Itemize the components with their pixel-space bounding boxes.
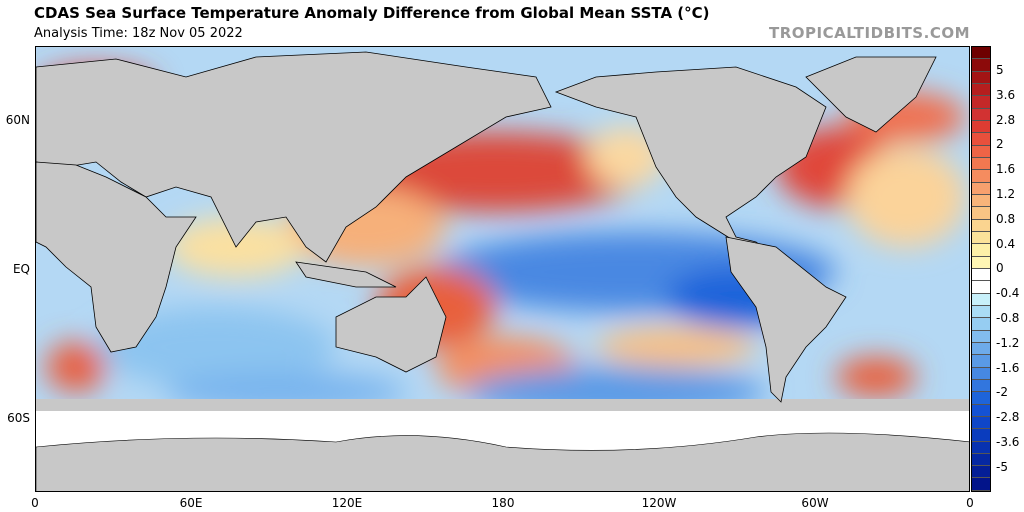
land-greenland (805, 56, 937, 133)
colorbar-label: 1.6 (996, 162, 1016, 177)
colorbar-bin (972, 268, 990, 282)
colorbar-label: 0.4 (996, 236, 1016, 251)
colorbar-bin (972, 157, 990, 171)
colorbar-label: 2.8 (996, 112, 1016, 127)
colorbar-label: 1.2 (996, 187, 1016, 201)
colorbar-bin (972, 219, 990, 232)
colorbar-bin (972, 145, 990, 158)
land-australia (335, 276, 447, 373)
colorbar-bin (972, 244, 990, 257)
colorbar-bin (972, 379, 990, 393)
colorbar-bin (972, 207, 990, 220)
x-label-60e: 60E (179, 496, 203, 510)
colorbar-bin (972, 71, 990, 84)
land (36, 51, 937, 403)
chart-title: CDAS Sea Surface Temperature Anomaly Dif… (34, 4, 710, 22)
x-label-60w: 60W (801, 496, 829, 510)
colorbar-label: 5 (996, 63, 1004, 77)
sea-ice-edge (36, 399, 969, 411)
colorbar-bin (972, 83, 990, 97)
y-label-60n: 60N (5, 113, 30, 127)
colorbar-bin (972, 133, 990, 146)
colorbar-label: 2 (996, 137, 1004, 152)
land-africa (36, 161, 197, 353)
colorbar-bin (972, 318, 990, 331)
colorbar-bin (972, 256, 990, 269)
colorbar-bin (972, 281, 990, 294)
colorbar-bin (972, 392, 990, 405)
colorbar-label: -2.8 (996, 410, 1020, 425)
colorbar-label: 0 (996, 261, 1004, 276)
colorbar-bin (972, 108, 990, 121)
colorbar-bin (972, 293, 990, 306)
colorbar-label: -0.4 (996, 286, 1020, 301)
colorbar-bin (972, 182, 990, 195)
x-label-0: 0 (31, 496, 39, 510)
colorbar-bin (972, 342, 990, 356)
y-label-60s: 60S (7, 411, 30, 425)
land-antarctica (36, 432, 969, 491)
land-north-america (554, 66, 827, 258)
colorbar-label: -2 (996, 385, 1008, 400)
land-south-america (725, 236, 847, 403)
colorbar-bin (972, 466, 990, 479)
colorbar (971, 46, 991, 492)
colorbar-bin (972, 429, 990, 442)
colorbar-bin (972, 453, 990, 467)
colorbar-bin (972, 441, 990, 454)
colorbar-bin (972, 231, 990, 245)
colorbar-label: 0.8 (996, 211, 1016, 226)
colorbar-bin (972, 367, 990, 380)
x-label-180: 180 (491, 496, 515, 510)
sst-anomaly-map (35, 46, 970, 492)
x-label-120w: 120W (641, 496, 677, 510)
colorbar-label: -5 (996, 459, 1008, 474)
colorbar-bin (972, 478, 990, 491)
colorbar-bin (972, 355, 990, 368)
colorbar-label: -1.2 (996, 335, 1020, 350)
colorbar-label: -1.6 (996, 360, 1020, 375)
y-label-eq: EQ (12, 262, 30, 276)
map-canvas (36, 47, 969, 491)
land-eurasia (36, 51, 552, 263)
colorbar-bin (972, 170, 990, 183)
x-label-0-end: 0 (966, 496, 974, 510)
colorbar-label: -0.8 (996, 311, 1020, 325)
colorbar-bin (972, 47, 990, 60)
colorbar-label: -3.6 (996, 435, 1020, 449)
colorbar-bin (972, 59, 990, 72)
brand-logo: TROPICALTIDBITS.COM (769, 24, 970, 42)
colorbar-bin (972, 96, 990, 109)
x-label-120e: 120E (331, 496, 363, 510)
colorbar-label: 3.6 (996, 87, 1016, 102)
colorbar-bin (972, 194, 990, 208)
colorbar-bin (972, 305, 990, 319)
analysis-time: Analysis Time: 18z Nov 05 2022 (34, 26, 243, 41)
colorbar-bin (972, 330, 990, 343)
colorbar-bin (972, 120, 990, 134)
land-indonesia (295, 261, 397, 288)
colorbar-bin (972, 404, 990, 417)
colorbar-bin (972, 416, 990, 430)
